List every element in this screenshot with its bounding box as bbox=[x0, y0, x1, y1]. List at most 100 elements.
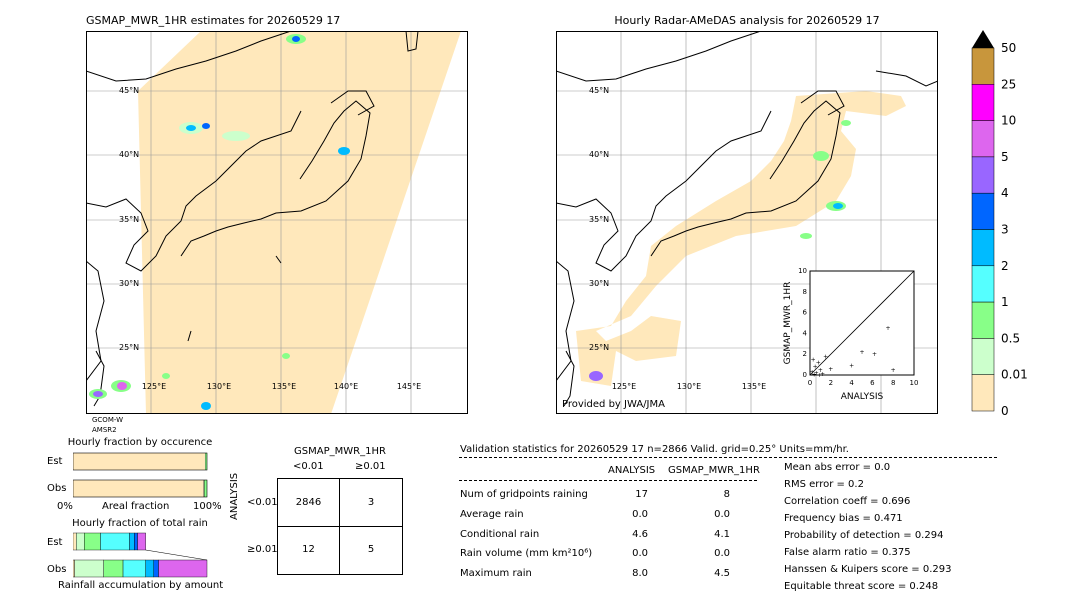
score-line: False alarm ratio = 0.375 bbox=[784, 547, 911, 558]
occ-axis-left: 0% bbox=[57, 501, 73, 512]
colorbar-box bbox=[971, 301, 995, 339]
lat-label: 40°N bbox=[119, 150, 139, 159]
occ-est-label: Est bbox=[47, 456, 63, 467]
lon-label: 140°E bbox=[334, 382, 358, 391]
rain-segment bbox=[73, 532, 77, 551]
score-line: Probability of detection = 0.294 bbox=[784, 530, 944, 541]
colorbar-label: 50 bbox=[1001, 41, 1016, 55]
x-tick-label: 8 bbox=[891, 379, 895, 387]
validation-divider bbox=[459, 457, 997, 458]
colorbar-box bbox=[971, 192, 995, 230]
swath-area bbox=[138, 31, 461, 414]
occurrence-bars bbox=[73, 452, 208, 498]
rain-segment bbox=[122, 559, 146, 578]
lat-label: 35°N bbox=[589, 215, 609, 224]
x-tick-labels: 0 2 4 6 8 10 bbox=[808, 379, 919, 387]
scatter-point: + bbox=[823, 353, 828, 360]
stat-analysis: 0.0 bbox=[632, 509, 648, 520]
lat-label: 25°N bbox=[119, 343, 139, 352]
lat-label: 30°N bbox=[119, 279, 139, 288]
stat-analysis: 4.6 bbox=[632, 529, 648, 540]
x-tick-label: 6 bbox=[870, 379, 875, 387]
left-grid bbox=[86, 31, 468, 414]
right-lat-labels: 45°N 40°N 35°N 30°N 25°N bbox=[589, 86, 609, 352]
colorbar-box bbox=[971, 156, 995, 194]
stat-label: Maximum rain bbox=[460, 568, 532, 579]
stat-gsmap: 4.1 bbox=[714, 529, 730, 540]
colorbar-box bbox=[971, 374, 995, 412]
inset-ylabel: GSMAP_MWR_1HR bbox=[783, 282, 793, 365]
rain-axis-caption: Rainfall accumulation by amount bbox=[58, 580, 224, 591]
y-tick-label: 8 bbox=[803, 288, 807, 296]
colorbar-over-arrow bbox=[972, 30, 994, 48]
score-line: Mean abs error = 0.0 bbox=[784, 462, 891, 473]
occurrence-bar-frame bbox=[73, 479, 208, 498]
inset-xlabel: ANALYSIS bbox=[841, 392, 884, 402]
y-tick-label: 10 bbox=[798, 267, 807, 275]
stat-gsmap: 0.0 bbox=[714, 509, 730, 520]
lon-label: 145°E bbox=[397, 382, 421, 391]
x-tick-label: 10 bbox=[910, 379, 919, 387]
occurrence-title: Hourly fraction by occurence bbox=[67, 437, 213, 448]
stat-analysis: 8.0 bbox=[632, 568, 648, 579]
right-lon-labels: 125°E 130°E 135°E bbox=[612, 382, 766, 391]
lat-label: 35°N bbox=[119, 215, 139, 224]
contingency-row-axis: ANALYSIS bbox=[229, 472, 240, 520]
lon-label: 130°E bbox=[677, 382, 701, 391]
inset-scatter: +++++++++ ++ ++++ + 0 2 4 6 8 10 0 2 4 6 8 10 ANALYSI… bbox=[783, 267, 919, 402]
scatter-point: + bbox=[818, 367, 823, 374]
contingency-col2: ≥0.01 bbox=[355, 461, 386, 472]
rain-segment bbox=[73, 559, 75, 578]
lon-label: 125°E bbox=[612, 382, 636, 391]
score-line: Hanssen & Kuipers score = 0.293 bbox=[784, 564, 952, 575]
colorbar-label: 1 bbox=[1001, 295, 1009, 309]
x-tick-label: 4 bbox=[849, 379, 854, 387]
stat-analysis: 17 bbox=[635, 489, 648, 500]
colorbar-label: 2 bbox=[1001, 259, 1009, 273]
colorbar-label: 0.01 bbox=[1001, 368, 1028, 382]
occurrence-segment bbox=[204, 480, 207, 497]
scatter-point: + bbox=[885, 325, 890, 332]
scale-link-line bbox=[145, 549, 208, 561]
right-rain bbox=[589, 120, 851, 381]
colorbar-box bbox=[971, 265, 995, 303]
rain-segment bbox=[137, 532, 146, 551]
lat-label: 40°N bbox=[589, 150, 609, 159]
scatter-point: + bbox=[872, 351, 877, 358]
lat-label: 45°N bbox=[119, 86, 139, 95]
score-line: Equitable threat score = 0.248 bbox=[784, 581, 939, 592]
colorbar-label: 5 bbox=[1001, 150, 1009, 164]
stat-label: Average rain bbox=[460, 509, 524, 520]
colorbar-box bbox=[971, 338, 995, 375]
lon-label: 130°E bbox=[207, 382, 231, 391]
cell-miss: 12 bbox=[302, 544, 315, 555]
occurrence-segment bbox=[203, 480, 205, 497]
colorbar-label: 25 bbox=[1001, 77, 1016, 91]
score-line: Correlation coeff = 0.696 bbox=[784, 496, 911, 507]
col-analysis-header: ANALYSIS bbox=[608, 465, 656, 476]
provider-credit: Provided by JWA/JMA bbox=[562, 399, 665, 410]
colorbar: 50 25 10 5 4 3 2 1 0.5 0.01 0 bbox=[971, 30, 1028, 418]
occurrence-bar-frame bbox=[73, 452, 208, 471]
left-map-title: GSMAP_MWR_1HR estimates for 20260529 17 bbox=[86, 14, 341, 27]
cell-hit: 5 bbox=[367, 544, 375, 555]
y-tick-label: 2 bbox=[803, 350, 807, 358]
scatter-point: + bbox=[812, 371, 817, 378]
total-rain-bars bbox=[73, 532, 208, 578]
scatter-point: + bbox=[814, 370, 819, 377]
stat-gsmap: 4.5 bbox=[714, 568, 730, 579]
score-line: Frequency bias = 0.471 bbox=[784, 513, 903, 524]
stat-label: Num of gridpoints raining bbox=[460, 489, 588, 500]
rain-segment bbox=[145, 559, 154, 578]
occurrence-segment bbox=[205, 453, 207, 470]
x-tick-label: 0 bbox=[808, 379, 812, 387]
scatter-point: + bbox=[849, 363, 854, 370]
validation-header: Validation statistics for 20260529 17 n=… bbox=[460, 444, 849, 455]
rain-segment bbox=[158, 559, 208, 578]
contingency-title: GSMAP_MWR_1HR bbox=[294, 446, 386, 457]
colorbar-box bbox=[971, 47, 995, 85]
scatter-point: + bbox=[817, 372, 822, 379]
y-tick-label: 0 bbox=[803, 371, 807, 379]
left-rain bbox=[89, 34, 350, 410]
rain-segment bbox=[74, 559, 104, 578]
